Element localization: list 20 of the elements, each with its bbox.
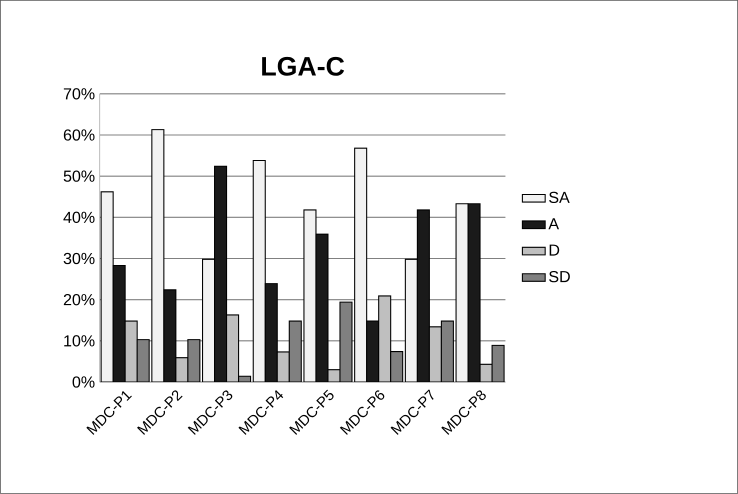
chart-title: LGA-C bbox=[262, 56, 344, 76]
bar bbox=[315, 234, 329, 382]
y-tick-label: 20% bbox=[64, 294, 95, 306]
y-tick-label: 50% bbox=[64, 170, 95, 182]
legend-label: A bbox=[548, 218, 560, 230]
y-tick-label: 40% bbox=[63, 212, 95, 224]
y-tick-label: 0% bbox=[72, 376, 95, 388]
legend-label: D bbox=[550, 244, 560, 256]
y-tick-label: 70% bbox=[64, 88, 95, 100]
legend-label: SA bbox=[549, 192, 570, 204]
bar bbox=[468, 203, 481, 382]
bar bbox=[366, 320, 380, 382]
bar bbox=[416, 209, 430, 382]
y-tick-label: 30% bbox=[64, 252, 95, 264]
legend-label: SD bbox=[549, 271, 570, 282]
y-tick-label: 10% bbox=[64, 335, 95, 347]
bar bbox=[163, 289, 176, 382]
bar bbox=[112, 265, 126, 382]
bar bbox=[214, 166, 228, 382]
y-tick-label: 60% bbox=[64, 129, 95, 141]
